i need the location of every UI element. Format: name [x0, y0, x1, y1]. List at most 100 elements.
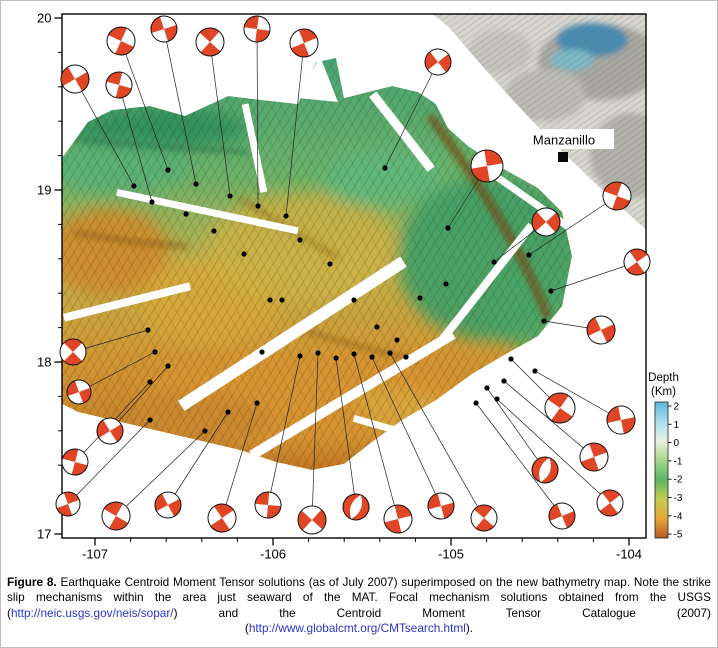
- epicenter-dot: [403, 354, 409, 360]
- connector-line: [335, 357, 357, 508]
- connector-line: [209, 41, 231, 197]
- colorbar-tick-label: -2: [674, 475, 683, 486]
- epicenter-dot: [131, 183, 137, 189]
- epicenter-dot: [508, 356, 514, 362]
- figure-caption-line2: (http://www.globalcmt.org/CMTsearch.html…: [7, 621, 711, 636]
- colorbar-tick-label: -5: [674, 530, 683, 541]
- x-tick-label: -104: [616, 547, 642, 562]
- focal-mechanism-beachball: [55, 491, 81, 517]
- epicenter-dot: [183, 211, 189, 217]
- epicenter-dot: [501, 378, 507, 384]
- focal-mechanism-beachball: [195, 27, 225, 57]
- caption-text-1: Earthquake Centroid Moment Tensor soluti…: [7, 575, 711, 620]
- focal-mechanism-beachball: [101, 501, 131, 531]
- focal-mechanism-beachball: [60, 64, 90, 94]
- focal-mechanism-beachball: [427, 492, 455, 520]
- focal-mechanism-beachball: [61, 448, 89, 476]
- epicenter-dot: [351, 297, 357, 303]
- connector-line: [550, 261, 638, 292]
- epicenter-dot: [548, 288, 554, 294]
- x-tick-label: -105: [438, 547, 464, 562]
- colorbar-tick-label: 1: [674, 420, 680, 431]
- epicenter-dot: [283, 213, 289, 219]
- epicenter-dot: [225, 409, 231, 415]
- x-tick-label: -107: [82, 547, 108, 562]
- focal-mechanism-beachball: [579, 442, 609, 472]
- focal-mechanism-beachball: [606, 405, 636, 435]
- connector-line: [389, 352, 485, 519]
- epicenter-dot: [526, 252, 532, 258]
- connector-line: [109, 365, 169, 432]
- connector-line: [503, 380, 595, 458]
- connector-line: [311, 352, 319, 521]
- connector-line: [496, 398, 611, 504]
- epicenter-dot: [297, 237, 303, 243]
- focal-mechanism-beachball: [602, 181, 632, 211]
- colorbar-title-line1: Depth: [648, 372, 679, 384]
- epicenter-dot: [202, 428, 208, 434]
- focal-mechanism-beachball: [548, 502, 576, 530]
- connector-line: [118, 84, 153, 203]
- connector-line: [256, 28, 259, 207]
- caption-link-globalcmt[interactable]: http://www.globalcmt.org/CMTsearch.html: [248, 621, 466, 636]
- focal-mechanisms: [55, 15, 651, 535]
- connector-line: [371, 356, 442, 507]
- connector-line: [534, 370, 622, 421]
- focal-mechanism-beachball: [297, 505, 327, 535]
- epicenter-dot: [473, 400, 479, 406]
- y-tick-label: 19: [37, 183, 51, 198]
- focal-mechanism-beachball: [59, 338, 87, 366]
- place-label-box: [514, 129, 614, 149]
- connector-line: [285, 42, 305, 217]
- focal-mechanism-beachball: [470, 149, 504, 183]
- x-tick-label: -106: [260, 547, 286, 562]
- focal-mechanism-beachball: [424, 48, 452, 76]
- focal-mechanism-beachball: [596, 489, 624, 517]
- epicenter-dot: [394, 337, 400, 343]
- place-label-text: Manzanillo: [533, 133, 595, 148]
- epicenter-dot: [152, 349, 158, 355]
- connector-line: [486, 387, 546, 471]
- focal-mechanism-beachball: [150, 15, 178, 43]
- focal-mechanism-beachball: [544, 392, 576, 424]
- epicenter-dot: [149, 199, 155, 205]
- epicenter-dot: [259, 349, 265, 355]
- focal-mechanism-beachball: [106, 26, 136, 56]
- caption-text-3: (: [244, 621, 249, 636]
- epicenter-dot: [374, 324, 380, 330]
- colorbar-tick-label: -3: [674, 493, 683, 504]
- connector-line: [67, 419, 151, 505]
- epicenter-dot: [532, 368, 538, 374]
- map-frame: [61, 13, 647, 539]
- epicenter-dot: [333, 355, 339, 361]
- place-label-group: Manzanillo: [514, 129, 614, 162]
- connector-line: [528, 195, 618, 256]
- y-tick-label: 20: [37, 11, 51, 26]
- epicenter-dot: [491, 259, 497, 265]
- connector-line: [78, 351, 156, 393]
- epicenter-dot: [193, 181, 199, 187]
- y-tick-label: 17: [37, 527, 51, 542]
- caption-text-4: ).: [465, 621, 474, 636]
- focal-mechanism-beachball: [154, 491, 182, 519]
- focal-mechanism-beachball: [623, 248, 651, 276]
- focal-mechanism-beachball: [289, 28, 319, 58]
- depth-colorbar: Depth (Km) 2 1 0 -1 -2 -3 -4 -5: [648, 372, 683, 541]
- epicenter-dot: [211, 228, 217, 234]
- epicenter-dot: [387, 350, 393, 356]
- colorbar-labels: 2 1 0 -1 -2 -3 -4 -5: [668, 402, 683, 541]
- connector-line: [163, 28, 197, 185]
- epicenter-dot: [369, 354, 375, 360]
- epicenter-dot: [145, 327, 151, 333]
- epicenter-dot: [165, 167, 171, 173]
- epicenter-dot: [541, 318, 547, 324]
- epicenter-dot: [267, 297, 273, 303]
- focal-mechanism-beachball: [207, 503, 237, 533]
- connector-line: [353, 353, 399, 520]
- caption-link-usgs[interactable]: http://neic.usgs.gov/neis/sopar/: [10, 605, 174, 620]
- epicenter-dot: [494, 396, 500, 402]
- focal-mechanism-beachball: [66, 379, 92, 405]
- epicenter-dot: [147, 417, 153, 423]
- y-axis-ticks: 20 19 18 17: [37, 11, 62, 542]
- caption-text-2: ) and the Centroid Moment Tensor Catalog…: [173, 605, 711, 620]
